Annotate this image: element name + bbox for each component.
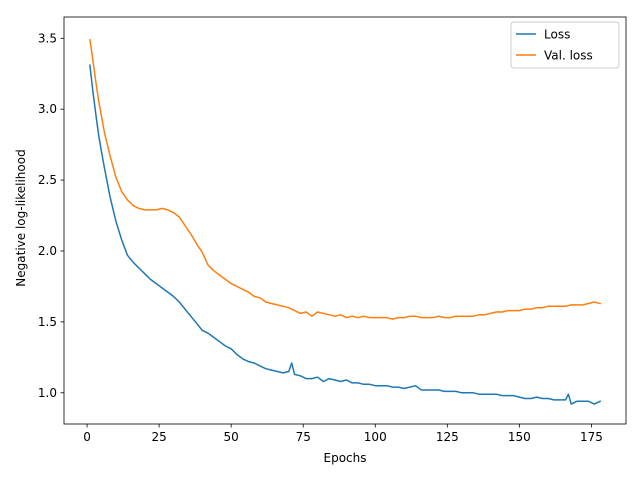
legend-label-1: Loss: [544, 28, 570, 42]
axes-layer: [63, 16, 627, 425]
x-tick-label: 150: [508, 430, 531, 444]
x-tick-label: 175: [580, 430, 603, 444]
y-tick-label: 1.0: [38, 386, 57, 400]
series-line-2: [89, 38, 602, 320]
legend-label-2: Val. loss: [544, 49, 593, 63]
y-tick-label: 3.0: [38, 102, 57, 116]
x-tick-label: 0: [83, 430, 91, 444]
x-tick-label: 75: [296, 430, 311, 444]
legend-box: [510, 21, 620, 69]
y-tick-label: 1.5: [38, 315, 57, 329]
y-tick-label: 3.5: [38, 31, 57, 45]
x-tick-label: 50: [224, 430, 239, 444]
legend: Loss Val. loss: [510, 21, 620, 69]
x-tick-label: 125: [436, 430, 459, 444]
series-layer: [89, 38, 602, 405]
x-tick-label: 25: [151, 430, 166, 444]
y-tick-label: 2.5: [38, 173, 57, 187]
x-axis-label: Epochs: [324, 451, 367, 465]
y-tick-label: 2.0: [38, 244, 57, 258]
x-tick-label: 100: [364, 430, 387, 444]
ticks-layer: 0 25 50 75 100 125 150 175 1.0 1.5 2.0 2.5 3.0 3.5: [38, 31, 603, 444]
plot-frame: [63, 16, 627, 425]
series-line-1: [89, 64, 602, 405]
y-axis-label: Negative log-likelihood: [14, 149, 28, 286]
